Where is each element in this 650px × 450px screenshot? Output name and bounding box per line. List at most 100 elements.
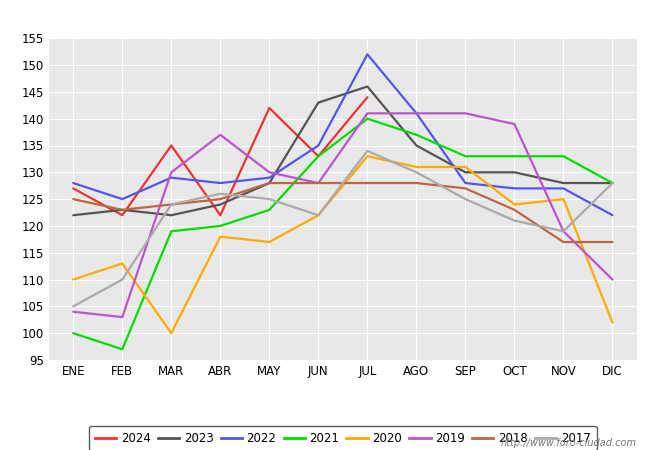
Line: 2023: 2023 — [73, 86, 612, 215]
2024 — [363, 94, 371, 100]
2024 — [118, 212, 126, 218]
2018 — [608, 239, 616, 245]
2019 — [216, 132, 224, 138]
2023 — [118, 207, 126, 212]
2023 — [216, 202, 224, 207]
Line: 2020: 2020 — [73, 156, 612, 333]
2020 — [462, 164, 469, 170]
2021 — [265, 207, 273, 212]
2018 — [462, 186, 469, 191]
Line: 2021: 2021 — [73, 119, 612, 349]
2017 — [118, 277, 126, 282]
2019 — [462, 111, 469, 116]
2019 — [413, 111, 421, 116]
2017 — [608, 180, 616, 186]
2024 — [70, 186, 77, 191]
2023 — [608, 180, 616, 186]
2021 — [462, 153, 469, 159]
2019 — [510, 122, 518, 127]
2022 — [216, 180, 224, 186]
2017 — [413, 170, 421, 175]
Legend: 2024, 2023, 2022, 2021, 2020, 2019, 2018, 2017: 2024, 2023, 2022, 2021, 2020, 2019, 2018… — [89, 426, 597, 450]
2017 — [70, 304, 77, 309]
2023 — [560, 180, 567, 186]
2024 — [265, 105, 273, 111]
2018 — [118, 207, 126, 212]
2021 — [70, 330, 77, 336]
2017 — [510, 218, 518, 223]
2017 — [462, 196, 469, 202]
2018 — [510, 207, 518, 212]
2020 — [70, 277, 77, 282]
2018 — [265, 180, 273, 186]
2019 — [363, 111, 371, 116]
2023 — [265, 180, 273, 186]
Text: http://www.foro-ciudad.com: http://www.foro-ciudad.com — [501, 438, 637, 448]
2019 — [608, 277, 616, 282]
2018 — [315, 180, 322, 186]
2019 — [168, 170, 176, 175]
2018 — [413, 180, 421, 186]
2017 — [560, 229, 567, 234]
2022 — [265, 175, 273, 180]
2021 — [216, 223, 224, 229]
2018 — [216, 196, 224, 202]
2017 — [363, 148, 371, 153]
2024 — [216, 212, 224, 218]
2017 — [315, 212, 322, 218]
2020 — [216, 234, 224, 239]
2017 — [216, 191, 224, 197]
2022 — [413, 111, 421, 116]
2021 — [560, 153, 567, 159]
2023 — [462, 170, 469, 175]
2019 — [118, 315, 126, 320]
2023 — [413, 143, 421, 148]
2021 — [608, 180, 616, 186]
2023 — [315, 100, 322, 105]
2022 — [462, 180, 469, 186]
2018 — [70, 196, 77, 202]
2020 — [118, 261, 126, 266]
2021 — [413, 132, 421, 138]
2022 — [168, 175, 176, 180]
2023 — [70, 212, 77, 218]
Line: 2022: 2022 — [73, 54, 612, 215]
2021 — [510, 153, 518, 159]
2018 — [560, 239, 567, 245]
2022 — [560, 186, 567, 191]
2020 — [363, 153, 371, 159]
2022 — [608, 212, 616, 218]
2020 — [168, 330, 176, 336]
Line: 2019: 2019 — [73, 113, 612, 317]
2023 — [363, 84, 371, 89]
2022 — [118, 196, 126, 202]
2017 — [265, 196, 273, 202]
2021 — [168, 229, 176, 234]
2021 — [315, 153, 322, 159]
2019 — [560, 229, 567, 234]
2023 — [510, 170, 518, 175]
Text: Afiliados en Prats i Sansor a 31/5/2024: Afiliados en Prats i Sansor a 31/5/2024 — [150, 8, 500, 26]
2017 — [168, 202, 176, 207]
Line: 2017: 2017 — [73, 151, 612, 306]
2024 — [315, 153, 322, 159]
2020 — [413, 164, 421, 170]
2020 — [560, 196, 567, 202]
2018 — [168, 202, 176, 207]
2022 — [363, 52, 371, 57]
2020 — [608, 320, 616, 325]
2020 — [510, 202, 518, 207]
2021 — [363, 116, 371, 122]
Line: 2024: 2024 — [73, 97, 367, 215]
2019 — [315, 180, 322, 186]
2023 — [168, 212, 176, 218]
2022 — [70, 180, 77, 186]
2022 — [510, 186, 518, 191]
2021 — [118, 346, 126, 352]
2022 — [315, 143, 322, 148]
2020 — [315, 212, 322, 218]
2020 — [265, 239, 273, 245]
2018 — [363, 180, 371, 186]
Line: 2018: 2018 — [73, 183, 612, 242]
2019 — [265, 170, 273, 175]
